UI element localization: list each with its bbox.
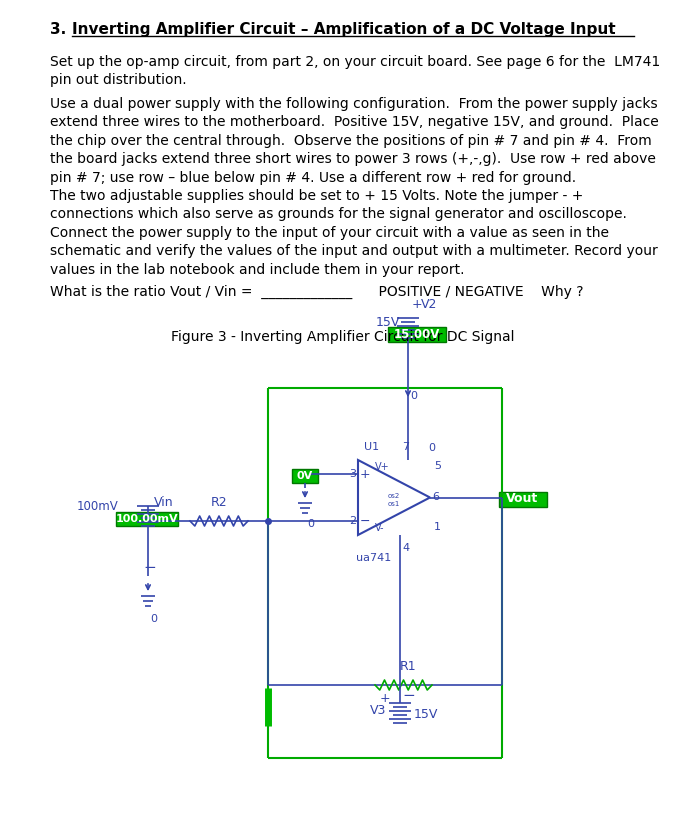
Text: 7: 7 (402, 442, 409, 452)
Text: 0: 0 (150, 614, 157, 624)
Text: Vout: Vout (506, 492, 538, 505)
Text: +: + (380, 691, 390, 705)
Text: Figure 3 - Inverting Amplifier Circuit for DC Signal: Figure 3 - Inverting Amplifier Circuit f… (172, 330, 514, 344)
FancyBboxPatch shape (292, 469, 318, 483)
FancyBboxPatch shape (499, 492, 547, 507)
Text: V+: V+ (375, 462, 390, 472)
Text: 2: 2 (349, 516, 356, 526)
Text: −: − (143, 560, 156, 576)
FancyBboxPatch shape (116, 512, 178, 526)
Text: os1: os1 (388, 501, 401, 507)
Text: −: − (359, 514, 370, 528)
Text: 0: 0 (307, 519, 314, 529)
Text: What is the ratio Vout / Vin =  _____________      POSITIVE / NEGATIVE    Why ?: What is the ratio Vout / Vin = _________… (50, 285, 584, 300)
Text: 5: 5 (434, 461, 441, 471)
Text: +: + (359, 467, 370, 481)
Text: 0: 0 (428, 443, 435, 453)
Text: Set up the op-amp circuit, from part 2, on your circuit board. See page 6 for th: Set up the op-amp circuit, from part 2, … (50, 55, 660, 87)
Text: 0V: 0V (297, 471, 313, 481)
FancyBboxPatch shape (388, 327, 446, 342)
Text: V2: V2 (421, 298, 438, 310)
Text: 0: 0 (410, 391, 417, 401)
Text: 15.00V: 15.00V (394, 329, 440, 341)
Text: 15V: 15V (376, 315, 401, 329)
Text: R2: R2 (211, 496, 227, 509)
Text: Use a dual power supply with the following configuration.  From the power supply: Use a dual power supply with the followi… (50, 97, 659, 277)
Text: 3: 3 (349, 469, 356, 479)
Text: 100.00mV: 100.00mV (116, 514, 178, 524)
Text: Vin: Vin (154, 496, 174, 509)
Text: Inverting Amplifier Circuit – Amplification of a DC Voltage Input: Inverting Amplifier Circuit – Amplificat… (72, 22, 615, 37)
Text: U1: U1 (364, 442, 379, 452)
Text: 1: 1 (434, 522, 441, 532)
Text: R1: R1 (400, 660, 416, 673)
Text: 4: 4 (402, 543, 409, 553)
Text: −: − (402, 687, 415, 702)
Text: V3: V3 (370, 705, 386, 717)
Text: 15V: 15V (414, 708, 438, 722)
Text: ua741: ua741 (356, 553, 391, 563)
Text: V-: V- (375, 523, 384, 533)
Text: 6: 6 (432, 492, 439, 502)
Text: os2: os2 (388, 492, 400, 498)
Text: 3.: 3. (50, 22, 77, 37)
Text: 100mV: 100mV (76, 499, 118, 513)
Text: +: + (412, 298, 423, 310)
